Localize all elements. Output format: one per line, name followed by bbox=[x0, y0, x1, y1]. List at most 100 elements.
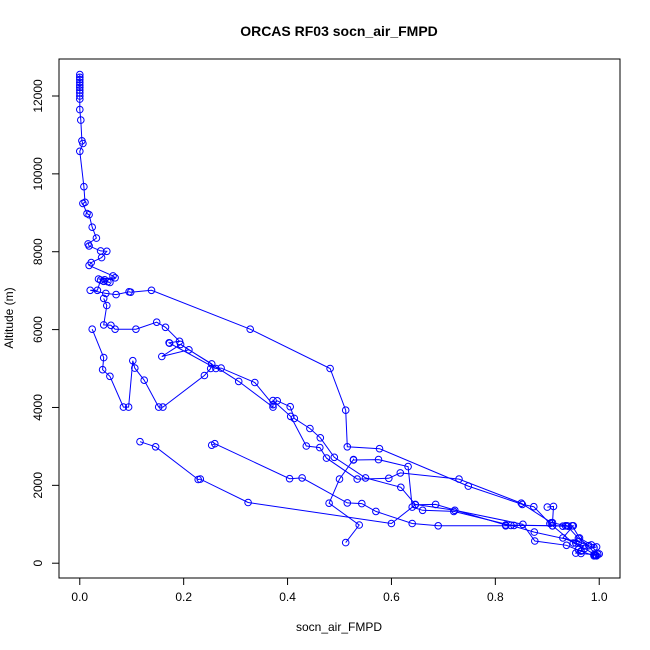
data-point bbox=[306, 424, 314, 433]
data-point bbox=[119, 403, 128, 411]
data-point bbox=[273, 397, 282, 405]
data-point bbox=[285, 474, 294, 483]
data-point bbox=[591, 551, 600, 560]
data-point bbox=[159, 403, 167, 411]
data-point bbox=[507, 521, 515, 530]
data-point bbox=[404, 462, 412, 471]
data-point bbox=[207, 360, 216, 368]
x-axis: 0.0 0.2 0.4 0.6 0.8 1.0 bbox=[71, 577, 608, 604]
data-point bbox=[372, 507, 380, 516]
series-points bbox=[76, 70, 604, 560]
data-point bbox=[111, 325, 119, 334]
data-point bbox=[76, 70, 84, 79]
data-point bbox=[375, 444, 384, 453]
data-point bbox=[531, 537, 539, 545]
data-point bbox=[330, 453, 339, 462]
data-point bbox=[80, 182, 88, 191]
data-point bbox=[97, 253, 106, 262]
data-point bbox=[99, 353, 108, 362]
data-point bbox=[112, 290, 120, 299]
data-point bbox=[76, 86, 84, 94]
data-point bbox=[206, 364, 215, 373]
data-point bbox=[510, 521, 518, 530]
data-point bbox=[316, 443, 324, 452]
series-line-6 bbox=[328, 458, 597, 549]
data-point bbox=[562, 541, 571, 550]
data-point bbox=[397, 483, 405, 492]
data-point bbox=[85, 210, 93, 219]
data-point bbox=[109, 272, 117, 280]
data-point bbox=[244, 498, 252, 507]
series-line-5 bbox=[211, 443, 592, 546]
data-point bbox=[450, 507, 458, 516]
data-point bbox=[147, 286, 156, 295]
data-point bbox=[572, 549, 580, 557]
data-point bbox=[335, 475, 344, 483]
data-point bbox=[286, 412, 295, 421]
data-point bbox=[176, 340, 185, 349]
data-point bbox=[217, 364, 225, 372]
data-point bbox=[136, 437, 144, 446]
x-tick-label: 1.0 bbox=[591, 590, 608, 604]
y-axis: 0 2000 4000 6000 8000 10000 12000 bbox=[31, 79, 60, 567]
data-point bbox=[88, 325, 96, 334]
data-point bbox=[175, 337, 184, 346]
data-point bbox=[559, 522, 567, 531]
x-tick-label: 0.0 bbox=[71, 590, 88, 604]
series-line-3 bbox=[91, 329, 552, 524]
data-point bbox=[302, 442, 311, 450]
data-point bbox=[579, 542, 588, 550]
data-point bbox=[464, 482, 473, 490]
data-point bbox=[569, 539, 578, 547]
data-point bbox=[374, 455, 383, 464]
data-point bbox=[96, 276, 105, 284]
data-point bbox=[76, 92, 84, 100]
data-point bbox=[86, 286, 94, 295]
data-point bbox=[269, 400, 277, 409]
data-point bbox=[286, 402, 295, 411]
data-point bbox=[325, 499, 333, 508]
data-point bbox=[129, 356, 137, 365]
data-point bbox=[569, 522, 578, 530]
data-point bbox=[361, 474, 370, 482]
y-tick-label: 4000 bbox=[31, 394, 45, 421]
data-point bbox=[530, 528, 539, 536]
data-point bbox=[341, 406, 350, 415]
data-point bbox=[518, 500, 527, 509]
data-point bbox=[103, 247, 111, 256]
data-point bbox=[132, 325, 140, 334]
series-line-1 bbox=[79, 74, 597, 557]
data-point bbox=[559, 534, 567, 542]
data-point bbox=[358, 499, 366, 508]
data-point bbox=[575, 534, 584, 542]
y-tick-label: 2000 bbox=[31, 472, 45, 499]
data-point bbox=[165, 339, 174, 348]
data-point bbox=[587, 541, 596, 549]
data-point bbox=[564, 522, 572, 531]
data-point bbox=[76, 83, 84, 92]
data-point bbox=[326, 364, 334, 373]
data-point bbox=[76, 81, 84, 89]
data-point bbox=[161, 323, 170, 332]
data-point bbox=[455, 475, 463, 483]
data-point bbox=[98, 365, 107, 374]
data-point bbox=[85, 242, 93, 250]
data-point bbox=[185, 346, 193, 354]
data-point bbox=[519, 520, 527, 529]
data-point bbox=[349, 456, 358, 464]
data-point bbox=[396, 469, 405, 477]
data-point bbox=[103, 301, 111, 310]
x-tick-label: 0.6 bbox=[383, 590, 400, 604]
data-point bbox=[343, 499, 352, 507]
data-point bbox=[517, 499, 526, 508]
series-line-4 bbox=[139, 441, 590, 547]
data-point bbox=[577, 549, 585, 558]
data-point bbox=[251, 378, 259, 387]
data-point bbox=[234, 377, 243, 386]
data-point bbox=[343, 443, 352, 451]
data-point bbox=[385, 474, 393, 483]
data-point bbox=[434, 522, 443, 530]
data-point bbox=[451, 506, 459, 515]
data-point bbox=[246, 325, 254, 334]
